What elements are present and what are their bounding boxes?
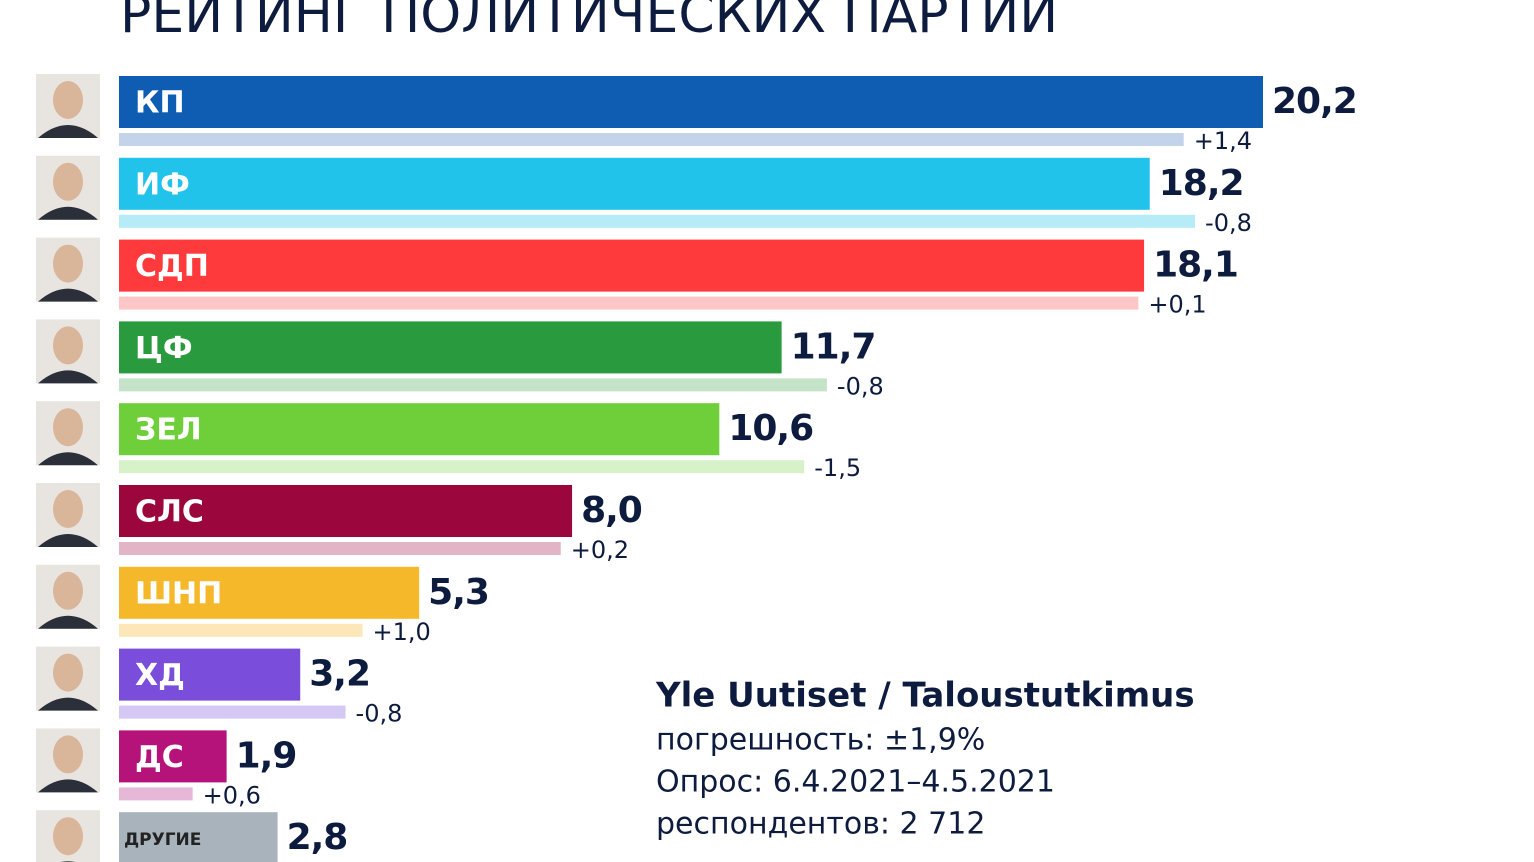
value-label: 18,2	[1159, 163, 1244, 204]
bar	[119, 485, 573, 537]
portrait-head	[53, 817, 83, 856]
portrait-body	[38, 452, 98, 466]
portrait-head	[53, 571, 83, 610]
change-label: -0,8	[356, 700, 403, 728]
portrait-body	[38, 206, 98, 220]
category-label: ЦФ	[135, 331, 193, 366]
bar	[119, 157, 1150, 210]
value-label: 18,1	[1153, 245, 1238, 286]
portrait-body	[38, 615, 98, 629]
portrait-body	[38, 370, 98, 384]
category-label: СЛС	[135, 495, 204, 530]
portrait-head	[53, 408, 83, 447]
bar	[119, 76, 1263, 128]
value-label: 2,8	[287, 817, 348, 858]
previous-bar	[119, 623, 363, 637]
category-label: ИФ	[135, 167, 190, 202]
portrait-body	[38, 125, 98, 138]
category-label: ДРУГИЕ	[124, 830, 201, 850]
previous-bar	[119, 214, 1196, 228]
bar	[119, 812, 278, 862]
value-label: 11,7	[791, 326, 876, 367]
category-label: СДП	[135, 249, 209, 284]
value-label: 1,9	[236, 735, 297, 776]
change-label: +0,1	[1148, 291, 1206, 319]
previous-bar	[119, 705, 346, 719]
category-label: ШНП	[135, 576, 222, 611]
change-label: -0,8	[1205, 209, 1252, 237]
value-label: 8,0	[581, 490, 642, 531]
previous-bar	[119, 133, 1184, 146]
previous-bar	[119, 378, 827, 392]
bar	[119, 321, 782, 374]
category-label: ХД	[135, 658, 185, 693]
value-label: 3,2	[309, 654, 370, 695]
value-label: 5,3	[428, 572, 489, 613]
bar	[119, 730, 227, 783]
change-label: -0,8	[837, 372, 884, 400]
portrait-head	[53, 81, 83, 119]
portrait-body	[38, 534, 98, 547]
portrait-body	[38, 697, 98, 711]
portrait-head	[53, 735, 83, 774]
chart-title: РЕЙТИНГ ПОЛИТИЧЕСКИХ ПАРТИЙ	[120, 0, 1058, 45]
bar	[119, 239, 1145, 292]
source-title: Yle Uutiset / Taloustutkimus	[655, 676, 1195, 716]
previous-bar	[119, 296, 1139, 310]
bar	[119, 648, 301, 701]
category-label: КП	[135, 86, 185, 121]
portrait-head	[53, 244, 83, 283]
change-label: -1,5	[814, 454, 861, 482]
value-label: 10,6	[728, 408, 813, 449]
bar	[119, 566, 420, 619]
portrait-head	[53, 326, 83, 365]
change-label: +0,2	[571, 536, 629, 564]
portrait-body	[38, 779, 98, 793]
bar	[119, 403, 720, 456]
change-label: +1,4	[1194, 127, 1252, 155]
category-label: ЗЕЛ	[135, 413, 202, 448]
previous-bar	[119, 460, 805, 474]
portrait-body	[38, 288, 98, 302]
category-label: ДС	[135, 740, 184, 775]
previous-bar	[119, 787, 193, 801]
value-label: 20,2	[1272, 81, 1357, 122]
portrait-head	[53, 162, 83, 201]
change-label: +0,6	[203, 781, 261, 809]
portrait-head	[53, 653, 83, 692]
change-label: +1,0	[373, 618, 431, 646]
source-line: Опрос: 6.4.2021–4.5.2021	[656, 765, 1055, 800]
previous-bar	[119, 542, 561, 555]
portrait-head	[53, 490, 83, 528]
source-line: погрешность: ±1,9%	[656, 723, 985, 758]
source-line: респондентов: 2 712	[656, 807, 985, 842]
